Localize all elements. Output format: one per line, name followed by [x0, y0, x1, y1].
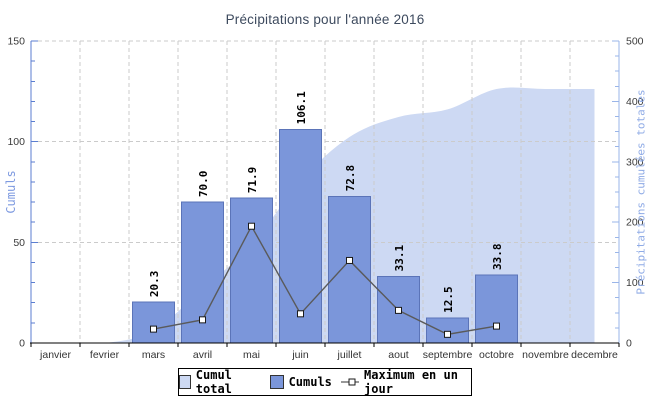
svg-text:70.0: 70.0 — [197, 171, 210, 198]
legend-item-cumuls: Cumuls — [269, 375, 332, 389]
svg-text:33.8: 33.8 — [491, 243, 504, 270]
svg-text:150: 150 — [7, 36, 25, 48]
svg-text:500: 500 — [626, 36, 644, 48]
svg-text:juillet: juillet — [337, 349, 362, 361]
svg-text:0: 0 — [19, 338, 25, 350]
svg-text:aout: aout — [388, 349, 409, 361]
svg-text:100: 100 — [626, 277, 644, 289]
legend-label-cumul-total: Cumul total — [195, 368, 232, 396]
svg-text:mars: mars — [142, 349, 165, 361]
svg-text:106.1: 106.1 — [295, 91, 308, 124]
legend-label-maximum: Maximum en un jour — [364, 368, 458, 396]
svg-text:50: 50 — [13, 237, 25, 249]
svg-text:decembre: decembre — [571, 349, 618, 361]
legend-item-maximum: Maximum en un jour — [340, 368, 471, 396]
svg-text:33.1: 33.1 — [393, 244, 406, 271]
svg-text:300: 300 — [626, 156, 644, 168]
cumul-total-swatch-icon — [179, 375, 191, 389]
left-axis-title: Cumuls — [4, 170, 18, 214]
svg-text:71.9: 71.9 — [246, 167, 259, 194]
svg-text:20.3: 20.3 — [148, 271, 161, 298]
svg-text:0: 0 — [626, 338, 632, 350]
svg-text:juin: juin — [291, 349, 309, 361]
svg-text:12.5: 12.5 — [442, 286, 455, 313]
svg-text:100: 100 — [7, 136, 25, 148]
svg-text:novembre: novembre — [522, 349, 569, 361]
svg-text:72.8: 72.8 — [344, 165, 357, 192]
right-axis-title: Précipitations cumulées totales — [634, 89, 648, 295]
svg-text:fevrier: fevrier — [90, 349, 120, 361]
svg-text:mai: mai — [243, 349, 260, 361]
svg-text:octobre: octobre — [479, 349, 514, 361]
svg-text:400: 400 — [626, 96, 644, 108]
svg-text:200: 200 — [626, 217, 644, 229]
svg-text:septembre: septembre — [423, 349, 473, 361]
legend-item-cumul-total: Cumul total — [179, 368, 261, 396]
svg-text:janvier: janvier — [39, 349, 71, 361]
legend: Cumul total Cumuls Maximum en un jour — [178, 368, 472, 396]
cumuls-swatch-icon — [269, 375, 284, 389]
chart-title: Précipitations pour l'année 2016 — [225, 12, 425, 27]
line-marker-icon — [340, 378, 360, 386]
svg-text:avril: avril — [193, 349, 212, 361]
legend-label-cumuls: Cumuls — [288, 375, 332, 389]
